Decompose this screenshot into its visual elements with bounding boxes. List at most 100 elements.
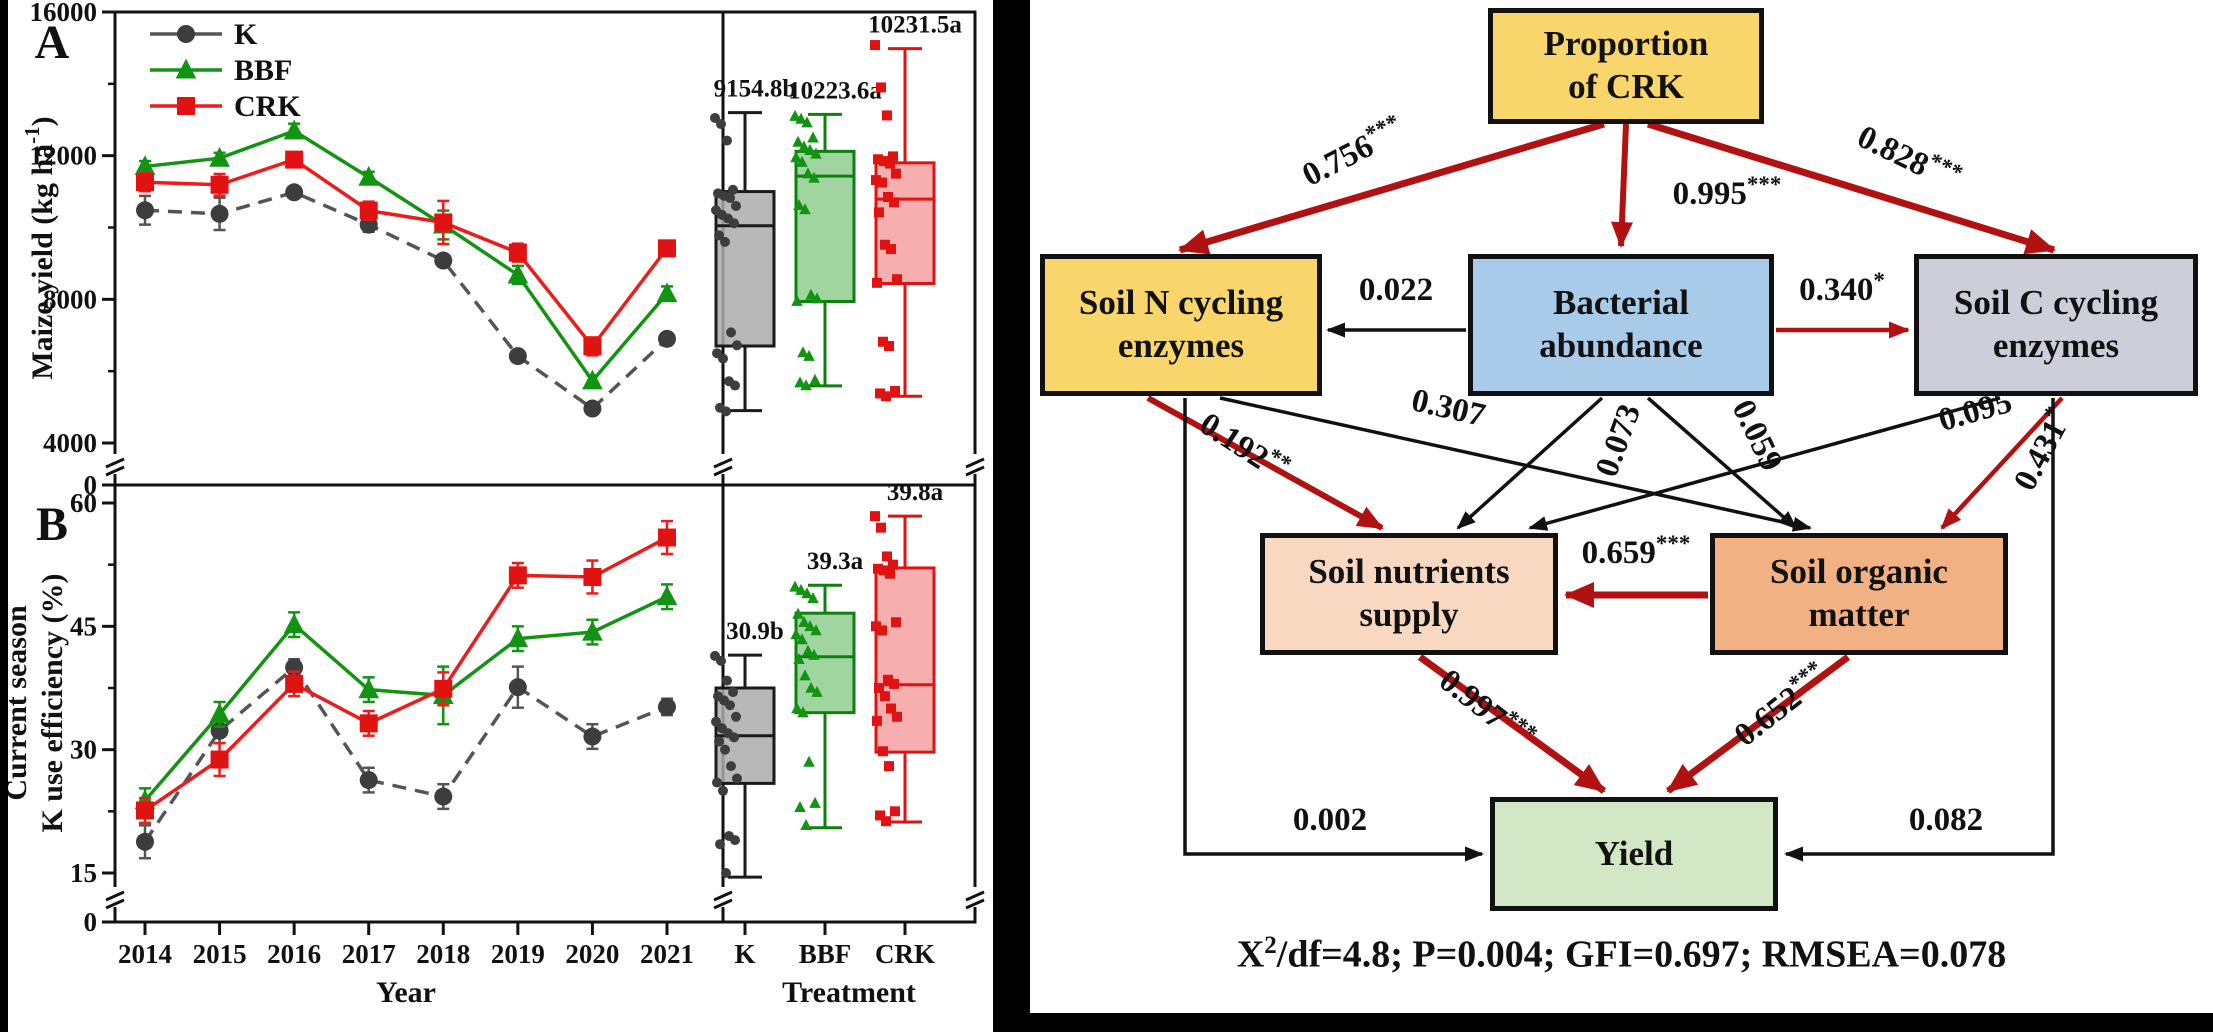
box-BBF-point <box>804 144 816 156</box>
fit-sup: 2 <box>1264 932 1277 959</box>
sem-box-soil-n-cycling-enzymes: Soil N cycling enzymes <box>1040 254 1322 396</box>
sem-box-label: Bacterial <box>1552 283 1690 323</box>
box-BBF-point <box>803 755 815 767</box>
box-CRK-point <box>891 617 901 628</box>
sem-box-label: Proportion <box>1543 24 1709 64</box>
sem-path-soiln-nutrients: 0.192** <box>1146 395 1384 531</box>
sem-box-label: Soil C cycling <box>1953 283 2159 323</box>
series-CRK-point <box>434 679 453 698</box>
legend-K-marker <box>177 25 195 43</box>
sem-coef-crk-soiln: 0.756*** <box>1295 109 1410 194</box>
series-CRK-point <box>136 173 154 192</box>
box-K-mean-label: 9154.8b <box>714 76 797 103</box>
box-K-point <box>721 406 731 417</box>
box-K-point <box>729 732 739 743</box>
sem-box-label: abundance <box>1539 326 1703 365</box>
box-CRK-point <box>884 761 894 772</box>
box-CRK-point <box>872 277 882 288</box>
box-BBF-point <box>793 652 805 664</box>
box-K-point <box>726 761 736 772</box>
year-tick-label: 2018 <box>416 939 470 969</box>
box-CRK-point <box>888 559 898 570</box>
box-CRK-point <box>881 816 891 827</box>
box-K-point <box>730 380 740 391</box>
model-fit-statistics: X2/df=4.8; P=0.004; GFI=0.697; RMSEA=0.0… <box>1030 932 2213 977</box>
box-K-point <box>716 119 726 130</box>
box-K-point <box>726 327 736 338</box>
box-BBF-point <box>803 349 815 361</box>
box-BBF-point <box>811 685 823 697</box>
box-CRK-point <box>873 563 883 574</box>
year-tick-label: 2020 <box>565 939 619 969</box>
box-K-point <box>720 744 730 755</box>
series-K-point <box>285 183 304 202</box>
box-CRK-point <box>871 621 881 632</box>
box-CRK-point <box>875 810 885 821</box>
sem-box-label: Yield <box>1594 833 1674 873</box>
panelB-ytick: 60 <box>70 488 97 518</box>
series-K-line <box>144 190 669 411</box>
box-BBF-point <box>795 112 807 124</box>
sem-coef-soilc-yield: 0.082 <box>1909 802 1983 838</box>
series-BBF-point <box>358 678 380 699</box>
sem-path-bact-soiln: 0.022 <box>1326 272 1466 338</box>
panelA-ytick: 4000 <box>43 428 97 458</box>
sem-path-soiln-som: 0.307 <box>1219 382 1812 532</box>
box-CRK-point <box>889 197 899 208</box>
sem-path-soilc-yield: 0.082 <box>1784 398 2055 862</box>
box-K-point <box>720 236 730 247</box>
box-CRK-point <box>876 522 886 533</box>
box-BBF-point <box>790 628 802 640</box>
box-K-point <box>731 200 741 211</box>
box-BBF-point <box>808 171 820 183</box>
sem-box-label: Soil N cycling <box>1078 283 1284 323</box>
sem-box-label: matter <box>1808 595 1910 634</box>
year-tick-label: 2017 <box>342 939 396 969</box>
series-CRK-point <box>359 714 378 733</box>
panelA-yaxis-title: Maize yield (kg ha-1) <box>20 116 59 379</box>
treatment-axis-title: Treatment <box>782 976 916 1009</box>
box-BBF-point <box>802 644 814 656</box>
series-CRK-point <box>210 175 229 194</box>
box-K-point <box>715 839 725 850</box>
box-CRK-point <box>875 388 885 399</box>
fit-x: X <box>1236 933 1265 976</box>
box-BBF-point <box>796 633 808 645</box>
box-CRK-point <box>870 511 880 522</box>
sem-box-label: Soil nutrients <box>1308 552 1510 592</box>
box-CRK-point <box>880 691 890 702</box>
box-BBF-point <box>798 615 810 627</box>
year-tick-label: 2015 <box>193 939 247 969</box>
series-K-point <box>508 347 527 366</box>
series-K-point <box>508 678 527 697</box>
panelB-ytick: 45 <box>70 611 97 641</box>
box-BBF-point <box>794 800 806 812</box>
panelB-ytick: 15 <box>70 858 97 888</box>
sem-arrows-svg: 0.756*** 0.995*** 0.828*** 0.022 0.340* 0.192… <box>1146 109 2074 862</box>
legend-K-label: K <box>234 18 258 51</box>
series-K-point <box>136 832 154 851</box>
panelB-ytick: 30 <box>70 735 97 765</box>
sem-coef-som-yield: 0.652*** <box>1725 655 1835 753</box>
sem-box-label: Soil organic <box>1770 552 1948 592</box>
box-BBF-point <box>810 624 822 636</box>
box-BBF-mean-label: 39.3a <box>807 548 864 575</box>
box-BBF-point <box>796 155 808 167</box>
box-BBF-point <box>809 373 821 385</box>
box-CRK-point <box>889 678 899 689</box>
box-BBF-mean-label: 10223.6a <box>788 77 882 104</box>
sem-coef-crk-soilc: 0.828*** <box>1852 115 1967 199</box>
box-CRK-point <box>874 207 884 218</box>
series-K-line <box>143 664 668 843</box>
series-CRK-line <box>144 157 669 350</box>
sem-box-soil-c-cycling-enzymes: Soil C cycling enzymes <box>1914 254 2198 396</box>
box-BBF-point <box>789 580 801 592</box>
box-CRK-point <box>873 154 883 165</box>
box-BBF-point <box>792 135 804 147</box>
box-K-point <box>722 135 732 146</box>
series-BBF-line <box>144 128 669 384</box>
legend-BBF-marker <box>175 58 197 79</box>
sem-coef-soiln-nutrients: 0.192** <box>1193 403 1296 490</box>
